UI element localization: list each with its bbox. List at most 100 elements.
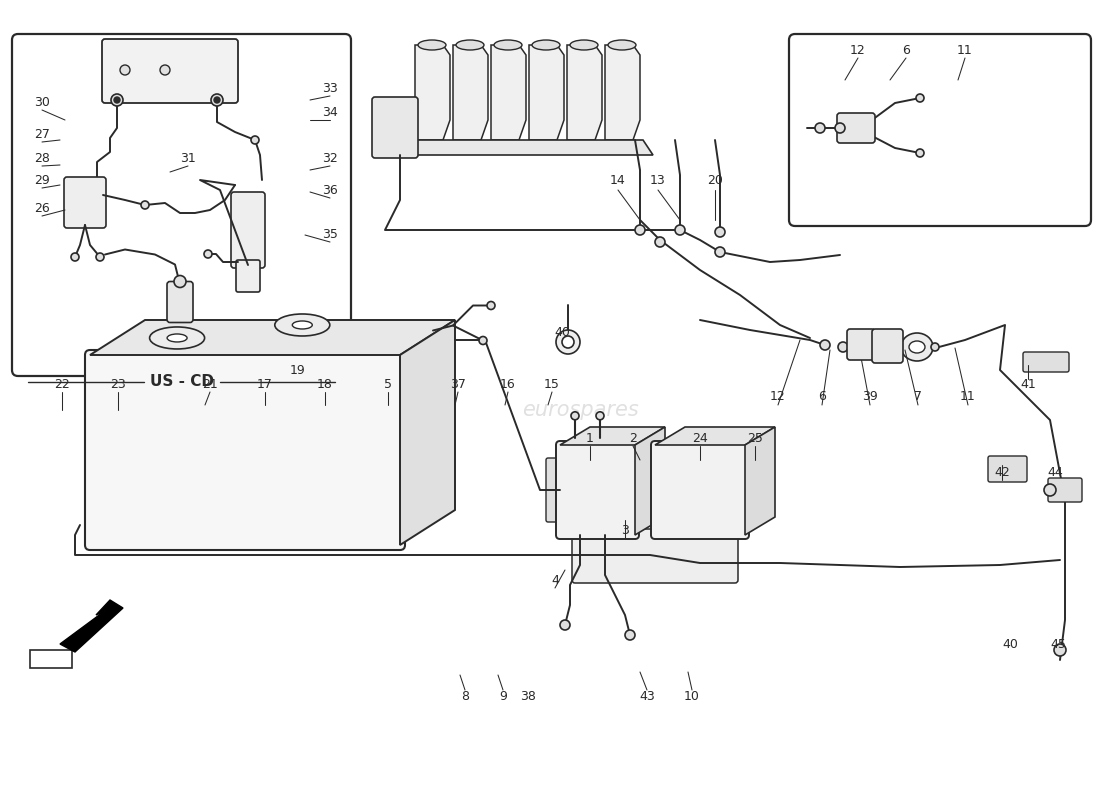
- Text: 32: 32: [322, 151, 338, 165]
- FancyBboxPatch shape: [372, 97, 418, 158]
- Polygon shape: [560, 427, 666, 445]
- FancyBboxPatch shape: [167, 282, 192, 322]
- Polygon shape: [654, 427, 776, 445]
- Circle shape: [204, 250, 212, 258]
- FancyBboxPatch shape: [236, 260, 260, 292]
- Text: eurospares: eurospares: [521, 400, 638, 420]
- FancyBboxPatch shape: [231, 192, 265, 268]
- Circle shape: [820, 340, 830, 350]
- Circle shape: [931, 343, 939, 351]
- Circle shape: [96, 253, 104, 261]
- Text: 9: 9: [499, 690, 507, 703]
- Text: 30: 30: [34, 95, 50, 109]
- Text: 8: 8: [461, 690, 469, 703]
- Polygon shape: [403, 140, 653, 155]
- Circle shape: [560, 620, 570, 630]
- Circle shape: [120, 65, 130, 75]
- Circle shape: [214, 97, 220, 103]
- Text: 21: 21: [202, 378, 218, 391]
- Text: 17: 17: [257, 378, 273, 391]
- Circle shape: [715, 247, 725, 257]
- Ellipse shape: [608, 40, 636, 50]
- Circle shape: [675, 225, 685, 235]
- FancyBboxPatch shape: [546, 458, 562, 522]
- Text: 38: 38: [520, 690, 536, 703]
- Circle shape: [916, 149, 924, 157]
- FancyBboxPatch shape: [635, 458, 651, 522]
- Text: eurospares: eurospares: [592, 560, 708, 580]
- FancyBboxPatch shape: [988, 456, 1027, 482]
- Ellipse shape: [456, 40, 484, 50]
- Text: 13: 13: [650, 174, 666, 186]
- FancyBboxPatch shape: [837, 113, 874, 143]
- Ellipse shape: [901, 333, 933, 361]
- Circle shape: [635, 225, 645, 235]
- Polygon shape: [635, 427, 666, 535]
- Text: 10: 10: [684, 690, 700, 703]
- Text: 42: 42: [994, 466, 1010, 478]
- Circle shape: [478, 337, 487, 345]
- Text: 3: 3: [621, 523, 629, 537]
- Text: 7: 7: [914, 390, 922, 403]
- Text: 29: 29: [34, 174, 50, 186]
- Circle shape: [1054, 644, 1066, 656]
- Circle shape: [625, 630, 635, 640]
- Polygon shape: [415, 45, 450, 140]
- Text: 40: 40: [1002, 638, 1018, 651]
- Text: 6: 6: [818, 390, 826, 403]
- Circle shape: [916, 94, 924, 102]
- Circle shape: [815, 123, 825, 133]
- Text: 34: 34: [322, 106, 338, 118]
- Text: eurospares: eurospares: [172, 200, 288, 220]
- Ellipse shape: [494, 40, 522, 50]
- Text: 28: 28: [34, 151, 50, 165]
- Text: 35: 35: [322, 227, 338, 241]
- Text: 27: 27: [34, 127, 50, 141]
- Circle shape: [838, 342, 848, 352]
- Circle shape: [211, 94, 223, 106]
- Ellipse shape: [167, 334, 187, 342]
- FancyBboxPatch shape: [1023, 352, 1069, 372]
- Circle shape: [835, 123, 845, 133]
- Text: 19: 19: [290, 363, 306, 377]
- Ellipse shape: [909, 341, 925, 353]
- Polygon shape: [566, 45, 602, 140]
- FancyBboxPatch shape: [872, 329, 903, 363]
- Bar: [30, 650, 72, 668]
- FancyBboxPatch shape: [1048, 478, 1082, 502]
- Text: 12: 12: [770, 390, 785, 403]
- Text: 20: 20: [707, 174, 723, 186]
- Text: 14: 14: [610, 174, 626, 186]
- Circle shape: [562, 336, 574, 348]
- Text: 43: 43: [639, 690, 654, 703]
- Text: 23: 23: [110, 378, 125, 391]
- Text: 37: 37: [450, 378, 466, 391]
- Ellipse shape: [275, 314, 330, 336]
- Text: 11: 11: [960, 390, 976, 403]
- Text: 40: 40: [554, 326, 570, 339]
- Circle shape: [596, 412, 604, 420]
- Text: 44: 44: [1047, 466, 1063, 478]
- Text: 45: 45: [1050, 638, 1066, 651]
- Text: 33: 33: [322, 82, 338, 94]
- Text: 25: 25: [747, 431, 763, 445]
- Text: US - CD: US - CD: [150, 374, 214, 390]
- FancyBboxPatch shape: [572, 529, 738, 583]
- Text: 41: 41: [1020, 378, 1036, 391]
- FancyBboxPatch shape: [102, 39, 238, 103]
- FancyBboxPatch shape: [789, 34, 1091, 226]
- Text: 11: 11: [957, 43, 972, 57]
- Circle shape: [174, 275, 186, 287]
- Ellipse shape: [418, 40, 446, 50]
- Text: 22: 22: [54, 378, 70, 391]
- Ellipse shape: [532, 40, 560, 50]
- FancyBboxPatch shape: [85, 350, 405, 550]
- Text: 1: 1: [586, 431, 594, 445]
- Polygon shape: [491, 45, 526, 140]
- Polygon shape: [453, 45, 488, 140]
- Polygon shape: [60, 600, 123, 652]
- Circle shape: [111, 94, 123, 106]
- Polygon shape: [90, 320, 455, 355]
- Ellipse shape: [293, 321, 312, 329]
- FancyBboxPatch shape: [847, 329, 874, 360]
